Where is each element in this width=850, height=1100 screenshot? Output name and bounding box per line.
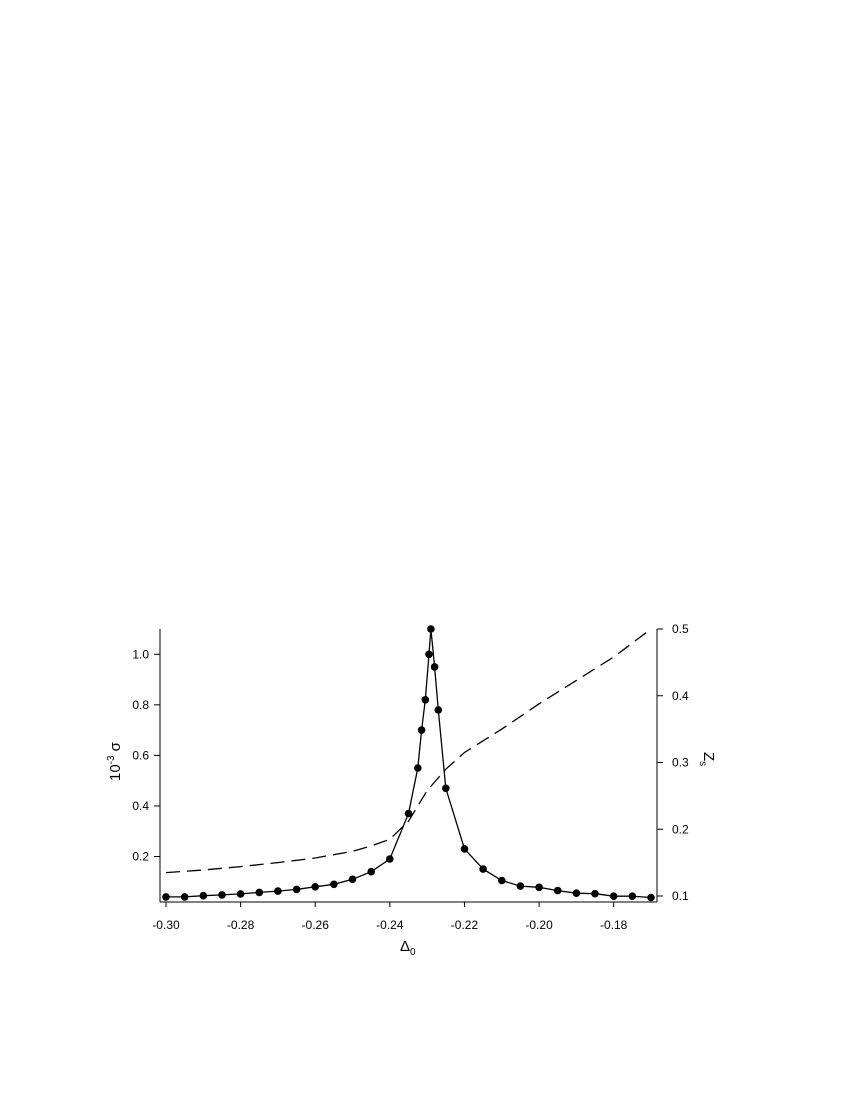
y-left-tick-label: 1.0 (132, 647, 149, 661)
series-sigma-point (427, 625, 435, 633)
y-left-tick-label: 0.2 (132, 850, 149, 864)
series-sigma-point (442, 784, 450, 793)
y-right-axis-label: Zs (697, 752, 717, 766)
series-sigma-point (572, 889, 581, 897)
y-right-ticks: 0.1 0.2 0.3 0.4 0.5 (657, 622, 689, 903)
x-tick-label: -0.26 (302, 918, 330, 932)
series-sigma-point (460, 845, 469, 853)
series-sigma-point (535, 883, 543, 892)
y-left-tick-label: 0.6 (132, 748, 149, 762)
series-sigma-point (330, 880, 338, 889)
y-right-tick-label: 0.3 (672, 756, 689, 770)
x-axis-label: Δ0 (400, 938, 416, 958)
series-sigma-point (348, 875, 357, 884)
series-sigma-point (218, 891, 226, 899)
series-sigma-point (404, 809, 413, 818)
y-left-tick-label: 0.8 (132, 698, 149, 712)
series-sigma-point (274, 887, 282, 895)
x-tick-label: -0.24 (376, 918, 404, 932)
series-sigma-point (628, 892, 637, 900)
x-tick-label: -0.22 (451, 918, 479, 932)
series-sigma-point (479, 865, 487, 873)
series-sigma-point (236, 890, 245, 898)
series-sigma-point (414, 764, 422, 772)
series-zs-layer (165, 628, 652, 874)
y-right-tick-label: 0.5 (672, 622, 689, 636)
series-sigma-point (421, 696, 430, 704)
series-sigma-point (591, 889, 599, 898)
x-tick-label: -0.20 (525, 918, 553, 932)
series-sigma-point (199, 891, 208, 900)
series-sigma-point (609, 892, 618, 900)
series-sigma-point (180, 893, 189, 901)
x-tick-label: -0.18 (600, 918, 628, 932)
y-right-tick-label: 0.1 (672, 889, 689, 903)
series-sigma-point (498, 876, 506, 885)
x-tick-label: -0.30 (152, 918, 180, 932)
series-sigma-point (430, 663, 439, 671)
y-left-tick-label: 0.4 (132, 799, 149, 813)
x-ticks: -0.30 -0.28 -0.26 -0.24 -0.22 -0.20 -0.18 (152, 902, 628, 932)
series-sigma-point (386, 855, 394, 863)
series-sigma-point (516, 882, 525, 890)
series-sigma-layer (162, 625, 655, 902)
series-sigma-point (647, 893, 655, 902)
series-sigma-point (425, 650, 433, 659)
series-zs-line (165, 628, 652, 874)
series-sigma-point (367, 867, 376, 876)
x-tick-label: -0.28 (227, 918, 255, 932)
series-sigma-point (292, 885, 301, 894)
y-left-axis-label: 10-3σ (106, 741, 124, 781)
y-right-tick-label: 0.2 (672, 822, 689, 836)
y-left-ticks: 0.2 0.4 0.6 0.8 1.0 (132, 647, 160, 864)
series-sigma-point (553, 886, 562, 895)
series-sigma-point (417, 726, 426, 734)
series-sigma-line (166, 628, 652, 899)
series-sigma-point (311, 883, 320, 891)
series-sigma-point (162, 893, 170, 901)
series-sigma-point (255, 888, 264, 897)
y-right-tick-label: 0.4 (672, 689, 689, 703)
series-sigma-point (434, 706, 443, 714)
plot-area (162, 625, 655, 902)
